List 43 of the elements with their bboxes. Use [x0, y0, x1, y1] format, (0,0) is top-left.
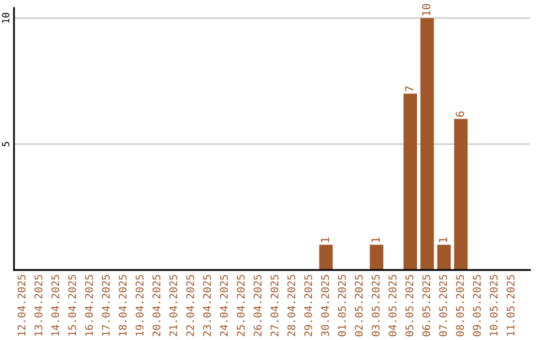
- x-tick-label: 04.05.2025: [388, 275, 396, 336]
- x-tick-label: 08.05.2025: [456, 275, 464, 336]
- y-tick-label: 5: [2, 142, 10, 146]
- x-tick-label: 26.04.2025: [254, 275, 262, 336]
- x-tick-label: 28.04.2025: [287, 275, 296, 336]
- x-tick-label: 25.04.2025: [236, 275, 245, 336]
- x-tick-label: 01.05.2025: [338, 275, 346, 336]
- x-tick-label: 23.04.2025: [203, 275, 211, 336]
- bar: [420, 18, 434, 270]
- data-label: 1: [438, 237, 448, 242]
- x-tick-label: 09.05.2025: [472, 275, 481, 336]
- x-tick-label: 18.04.2025: [118, 275, 127, 336]
- data-label: 10: [422, 4, 430, 16]
- bar: [404, 94, 418, 270]
- x-tick-label: 03.05.2025: [372, 275, 380, 336]
- bar: [370, 244, 384, 270]
- x-tick-label: 14.04.2025: [51, 275, 60, 336]
- x-tick-label: 16.04.2025: [85, 275, 93, 336]
- x-tick-label: 12.04.2025: [18, 275, 26, 336]
- x-tick-label: 24.04.2025: [220, 275, 228, 336]
- x-tick-label: 17.04.2025: [102, 275, 110, 336]
- x-tick-label: 02.05.2025: [354, 275, 363, 336]
- bar: [319, 244, 333, 270]
- x-tick-label: 19.04.2025: [136, 275, 144, 336]
- x-tick-label: 11.05.2025: [506, 275, 514, 336]
- data-label: 6: [456, 111, 464, 117]
- x-tick-label: 27.04.2025: [270, 275, 278, 336]
- x-tick-label: 30.04.2025: [321, 275, 330, 336]
- x-tick-label: 06.05.2025: [422, 275, 430, 336]
- x-tick-label: 07.05.2025: [439, 275, 448, 336]
- data-label: 1: [372, 237, 380, 242]
- x-tick-label: 21.04.2025: [169, 275, 178, 336]
- data-label: 7: [405, 86, 414, 92]
- x-tick-label: 05.05.2025: [405, 275, 414, 336]
- x-tick-label: 13.04.2025: [34, 275, 42, 336]
- data-label: 1: [320, 237, 330, 242]
- x-tick-label: 22.04.2025: [186, 275, 194, 336]
- x-tick-label: 29.04.2025: [304, 275, 312, 336]
- bar: [437, 244, 451, 270]
- x-tick-label: 20.04.2025: [152, 275, 160, 336]
- x-tick-label: 15.04.2025: [68, 275, 76, 336]
- x-tick-label: 10.05.2025: [490, 275, 498, 336]
- bar: [454, 118, 468, 270]
